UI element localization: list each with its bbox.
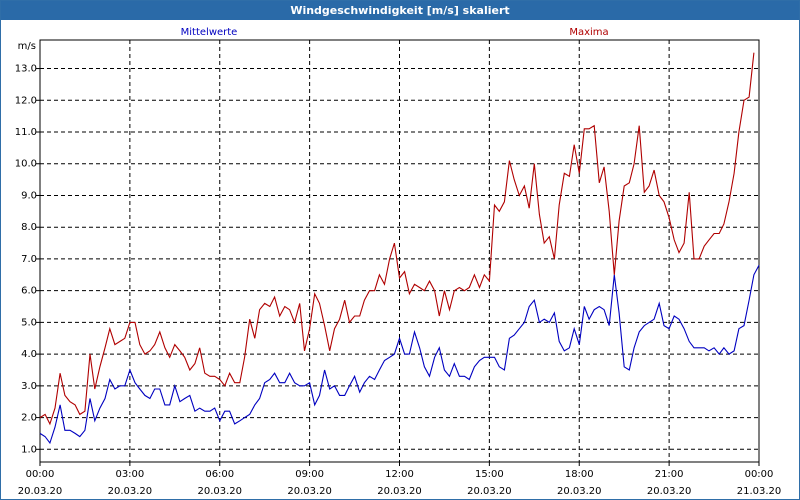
y-tick-label: 8.0	[21, 222, 37, 233]
x-tick-time-label: 00:00	[745, 469, 774, 480]
y-tick-label: 2.0	[21, 413, 37, 424]
x-tick-time-label: 09:00	[295, 469, 324, 480]
x-tick-date-label: 20.03.20	[377, 486, 422, 497]
series-lines	[39, 52, 760, 445]
x-tick-date-label: 20.03.20	[18, 486, 63, 497]
y-tick-label: 1.0	[21, 444, 37, 455]
legend: Mittelwerte Maxima	[181, 27, 609, 38]
y-tick-label: 7.0	[21, 254, 37, 265]
y-axis-unit-label: m/s	[18, 41, 36, 52]
legend-label-maxima: Maxima	[569, 27, 608, 38]
y-tick-label: 10.0	[15, 159, 37, 170]
plot-area-border	[39, 39, 760, 463]
legend-label-mittelwerte: Mittelwerte	[181, 27, 238, 38]
y-tick-label: 5.0	[21, 317, 37, 328]
y-tick-label: 6.0	[21, 286, 37, 297]
x-tick-time-label: 12:00	[385, 469, 414, 480]
x-tick-date-label: 20.03.20	[557, 486, 602, 497]
x-tick-date-label: 20.03.20	[108, 486, 153, 497]
x-tick-time-label: 06:00	[205, 469, 234, 480]
grid	[40, 40, 759, 462]
y-tick-label: 11.0	[15, 127, 37, 138]
x-tick-time-label: 21:00	[655, 469, 684, 480]
x-tick-date-label: 21.03.20	[737, 486, 782, 497]
window-title: Windgeschwindigkeit [m/s] skaliert	[1, 1, 799, 20]
y-tick-label: 12.0	[15, 95, 37, 106]
x-tick-date-label: 20.03.20	[197, 486, 242, 497]
x-tick-date-label: 20.03.20	[647, 486, 692, 497]
x-tick-time-label: 00:00	[26, 469, 55, 480]
x-tick-date-label: 20.03.20	[287, 486, 332, 497]
axes: 1.0 2.0 3.0 4.0 5.0 6.0 7.0 8.0 9.0 10.0 11.0 12.0 1…	[15, 39, 782, 497]
series-line-mittelwerte	[39, 265, 760, 445]
x-tick-date-label: 20.03.20	[467, 486, 512, 497]
y-tick-label: 13.0	[15, 64, 37, 75]
x-tick-time-label: 18:00	[565, 469, 594, 480]
y-tick-label: 9.0	[21, 190, 37, 201]
x-tick-time-label: 03:00	[115, 469, 144, 480]
series-line-maxima	[39, 52, 755, 426]
x-tick-time-label: 15:00	[475, 469, 504, 480]
y-tick-label: 3.0	[21, 381, 37, 392]
y-tick-label: 4.0	[21, 349, 37, 360]
